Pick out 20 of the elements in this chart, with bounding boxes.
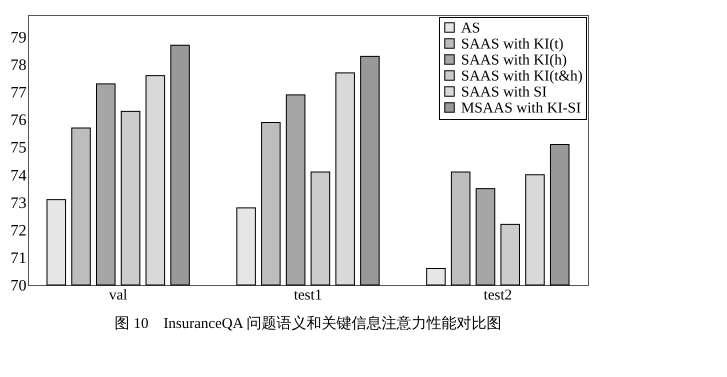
y-tick-label: 74	[10, 167, 26, 184]
y-tick-label: 75	[10, 140, 26, 157]
y-tick-label: 79	[10, 30, 26, 47]
x-tick-label: test2	[484, 288, 512, 304]
legend-label: SAAS with SI	[461, 84, 547, 100]
y-tick-label: 77	[10, 84, 26, 102]
y-tick-label: 73	[10, 194, 26, 212]
y-tick-label: 76	[10, 112, 26, 130]
legend-label: SAAS with KI(t)	[461, 36, 564, 52]
y-tick-label: 72	[10, 222, 26, 240]
x-tick-label: val	[109, 288, 128, 304]
y-tick-label: 70	[10, 278, 26, 294]
legend-label: AS	[461, 20, 480, 36]
y-tick-label: 71	[10, 250, 26, 267]
y-tick-label: 78	[10, 57, 26, 74]
x-tick-label: test1	[294, 288, 322, 304]
legend-label: SAAS with KI(t&h)	[461, 68, 583, 84]
legend-label: SAAS with KI(h)	[461, 52, 567, 68]
legend-label: MSAAS with KI-SI	[461, 100, 582, 116]
text: 图 10 InsuranceQA 问题语义和关键信息注意力性能对比图	[114, 315, 502, 332]
